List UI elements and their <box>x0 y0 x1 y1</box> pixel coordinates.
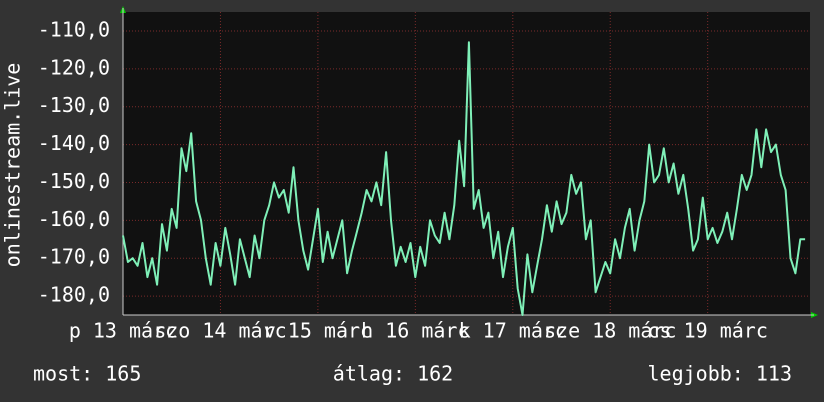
plot-area <box>123 12 810 315</box>
y-tick-label: -180,0 <box>38 283 110 307</box>
x-tick-label: p 13 márc <box>69 319 177 343</box>
y-tick-label: -170,0 <box>38 245 110 269</box>
x-tick-label: v 15 márc <box>264 319 372 343</box>
x-tick-label: sze 18 márc <box>544 319 676 343</box>
axis-arrow <box>811 312 818 318</box>
x-tick-label: h 16 márc <box>361 319 469 343</box>
y-tick-label: -140,0 <box>38 131 110 155</box>
y-tick-label: -130,0 <box>38 93 110 117</box>
x-tick-label: cs 19 márc <box>647 319 767 343</box>
data-line <box>122 41 806 316</box>
y-tick-label: -150,0 <box>38 169 110 193</box>
y-tick-label: -160,0 <box>38 207 110 231</box>
y-tick-label: -120,0 <box>38 55 110 79</box>
stat-current: most: 165 <box>33 362 141 386</box>
x-tick-label: k 17 márc <box>459 319 567 343</box>
y-axis-label: onlinestream.live <box>1 63 25 268</box>
y-tick-label: -110,0 <box>38 17 110 41</box>
x-tick-label: szo 14 márc <box>154 319 286 343</box>
stat-best: legjobb: 113 <box>648 362 793 386</box>
stat-average: átlag: 162 <box>333 362 453 386</box>
